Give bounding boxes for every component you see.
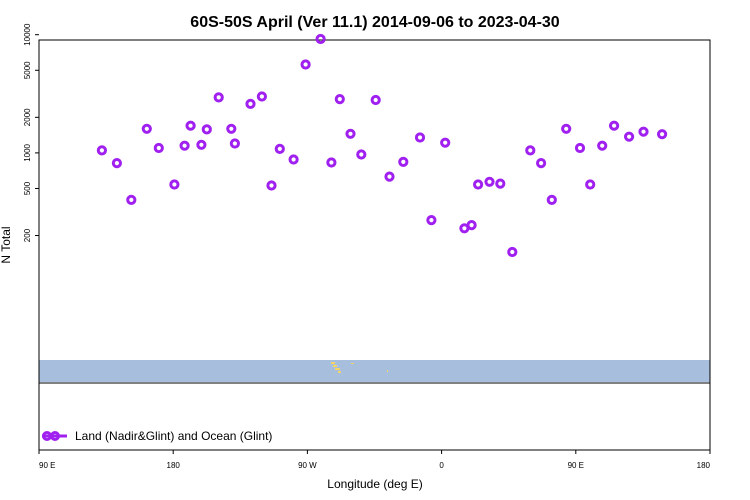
land-speck (387, 370, 388, 372)
data-point (226, 123, 237, 134)
data-point (384, 171, 395, 182)
data-point (440, 137, 451, 148)
y-tick-label: 500 (23, 181, 32, 195)
data-point (245, 98, 256, 110)
data-point (300, 59, 311, 70)
x-tick-label: 0 (439, 461, 444, 470)
data-point (495, 178, 506, 189)
plot-frame (38, 39, 711, 451)
data-point (414, 132, 426, 143)
data-point (356, 149, 367, 160)
legend-marker (50, 431, 60, 441)
land-speck (333, 365, 337, 367)
data-point (196, 139, 207, 150)
legend-label: Land (Nadir&Glint) and Ocean (Glint) (75, 429, 272, 443)
data-point (370, 94, 381, 106)
land-speck (351, 363, 354, 364)
data-point (274, 143, 285, 154)
land-speck (338, 371, 341, 373)
y-axis: 10000 5000 2000 1000 500 200 (23, 23, 39, 242)
y-tick-label: 200 (23, 228, 32, 242)
data-point (201, 124, 212, 135)
data-point (334, 94, 345, 105)
data-point (473, 179, 484, 190)
data-point (126, 194, 137, 205)
x-axis: 90 E 180 90 W 0 90 E 180 (38, 450, 711, 470)
chart-title: 60S-50S April (Ver 11.1) 2014-09-06 to 2… (190, 14, 560, 31)
data-point (398, 156, 409, 167)
data-point (96, 145, 108, 156)
data-point (536, 158, 547, 169)
data-point (546, 194, 557, 205)
data-point (426, 215, 437, 226)
y-tick-label: 1000 (23, 143, 32, 161)
x-tick-label: 90 W (298, 461, 317, 470)
data-point (561, 123, 572, 134)
data-points (96, 33, 668, 258)
data-point (574, 142, 586, 154)
x-tick-label: 90 E (39, 461, 55, 470)
data-point (525, 145, 536, 156)
y-tick-label: 2000 (23, 108, 32, 126)
data-point (266, 180, 277, 191)
data-point (507, 246, 518, 258)
data-point (288, 154, 299, 165)
y-axis-label: N Total (0, 226, 13, 263)
data-point (256, 91, 267, 102)
data-point (111, 158, 123, 169)
data-point (638, 126, 649, 137)
land-specks (331, 362, 388, 373)
y-tick-label: 10000 (23, 23, 32, 46)
x-tick-label: 180 (697, 461, 711, 470)
data-point (185, 120, 196, 131)
y-tick-label: 5000 (23, 61, 32, 79)
legend: Land (Nadir&Glint) and Ocean (Glint) (42, 429, 272, 443)
data-point (229, 138, 240, 149)
land-speck (335, 368, 340, 370)
data-point (585, 179, 596, 190)
data-point (609, 120, 620, 131)
data-point (466, 220, 477, 231)
data-point (153, 142, 164, 154)
data-point (484, 176, 495, 187)
x-axis-label: Longitude (deg E) (327, 477, 422, 491)
data-point (179, 140, 190, 151)
x-tick-label: 90 E (568, 461, 584, 470)
data-point (326, 157, 337, 168)
data-point (657, 129, 668, 140)
ocean-band (39, 360, 710, 382)
data-point (169, 179, 180, 190)
data-point (624, 131, 635, 142)
x-tick-label: 180 (167, 461, 181, 470)
data-point (315, 33, 326, 45)
data-point (597, 140, 608, 151)
land-speck (331, 362, 335, 364)
data-point (141, 123, 152, 134)
data-point (213, 92, 224, 103)
data-point (345, 128, 356, 139)
